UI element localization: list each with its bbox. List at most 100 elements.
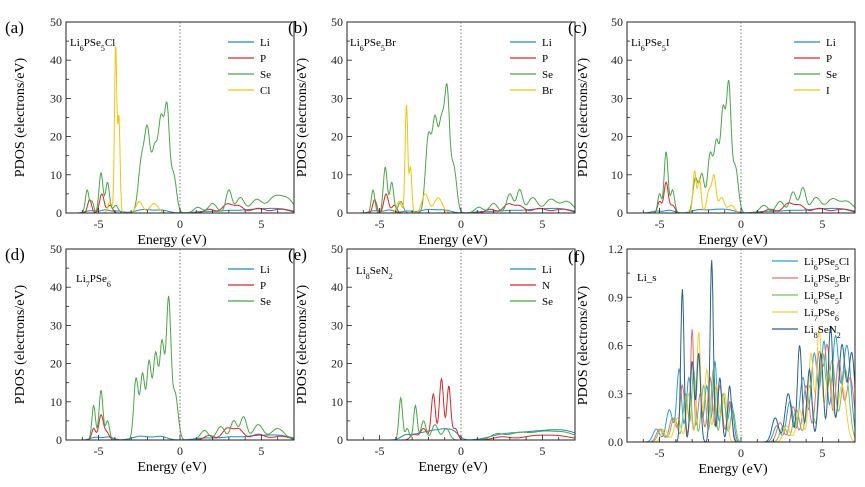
x-axis-title: Energy (eV) (698, 233, 768, 248)
y-tick-label: 10 (50, 395, 62, 409)
formula-base: Li (804, 256, 814, 268)
formula-base: Li (350, 37, 360, 49)
y-tick-label: 20 (50, 357, 62, 371)
formula-subscript: 6 (360, 44, 364, 53)
y-tick-label: 0 (337, 433, 343, 447)
panel-f: (f) -5 0 5 0.0 0.3 0.6 0.9 1.2 Energy (eV) PDOS (e… (568, 242, 856, 477)
x-tick-label: -5 (375, 217, 385, 231)
x-tick-label: -5 (94, 217, 104, 231)
y-tick-label: 20 (331, 130, 343, 144)
formula-subscript: 6 (835, 314, 839, 323)
x-tick-label: 5 (819, 217, 825, 231)
legend-label: Li (542, 264, 552, 276)
y-tick-label: 0.0 (608, 435, 623, 449)
x-tick-label: 5 (819, 446, 825, 460)
x-tick-label: -5 (655, 446, 665, 460)
formula-base: Li (804, 273, 814, 285)
formula-subscript: 6 (80, 44, 84, 53)
formula-mid: PSe (818, 273, 835, 285)
x-tick-label: 5 (539, 217, 545, 231)
x-tick-label: 0 (738, 217, 744, 231)
y-axis-title: PDOS (electrons/eV) (576, 57, 591, 177)
compound-label: Li6PSe5I (631, 37, 670, 53)
legend-label: Li6PSe5I (804, 290, 843, 306)
formula-tail: I (839, 290, 843, 302)
y-tick-label: 50 (50, 15, 62, 29)
legend-label: Se (542, 69, 553, 81)
formula-base: Li (804, 324, 814, 336)
y-tick-label: 50 (331, 242, 343, 256)
legend-label: Se (826, 69, 837, 81)
formula-mid: PSe (364, 37, 381, 49)
formula-mid: SeN (818, 324, 837, 336)
formula-subscript: 6 (814, 280, 818, 289)
y-tick-label: 0 (56, 433, 62, 447)
y-axis-title: PDOS (electrons/eV) (13, 57, 28, 177)
compound-label: Li6PSe5Br (350, 37, 396, 53)
y-tick-label: 40 (331, 53, 343, 67)
formula-base: Li (70, 37, 80, 49)
y-tick-label: 30 (331, 91, 343, 105)
formula-tail: Br (839, 273, 850, 285)
formula-mid: PSe (84, 37, 101, 49)
x-tick-label: -5 (375, 444, 385, 458)
legend: Li P Se (228, 264, 271, 308)
y-axis-title: PDOS (electrons/eV) (295, 57, 310, 177)
formula-subscript: 6 (107, 280, 111, 289)
formula-base: Li (631, 37, 641, 49)
legend-label: Li (260, 264, 270, 276)
y-tick-label: 30 (331, 318, 343, 332)
panel-label: (f) (568, 247, 585, 266)
compound-label: Li8SeN2 (356, 265, 393, 281)
legend-label: I (826, 85, 830, 97)
legend-label: Cl (260, 85, 270, 97)
y-tick-label: 0.3 (608, 387, 623, 401)
y-tick-label: 0.6 (608, 339, 623, 353)
formula-tail: I (666, 37, 670, 49)
panel-label: (d) (5, 245, 25, 264)
formula-tail: Cl (105, 37, 115, 49)
formula-base: Li (804, 307, 814, 319)
x-tick-label: 0 (458, 217, 464, 231)
y-tick-label: 20 (50, 130, 62, 144)
legend-label: P (542, 53, 548, 65)
x-tick-label: 0 (177, 444, 183, 458)
y-tick-label: 30 (50, 318, 62, 332)
y-tick-label: 0.9 (608, 290, 623, 304)
x-axis-title: Energy (eV) (137, 233, 207, 248)
formula-base: Li (76, 273, 86, 285)
y-tick-label: 0 (56, 206, 62, 220)
legend-label: N (542, 280, 550, 292)
y-tick-label: 30 (611, 91, 623, 105)
y-tick-label: 1.2 (608, 242, 623, 256)
legend-label: P (826, 53, 832, 65)
legend-label: Li8SeN2 (804, 324, 841, 340)
panel-title: Li_s (637, 272, 657, 284)
formula-subscript: 6 (814, 263, 818, 272)
legend-label: Se (260, 69, 271, 81)
formula-subscript: 7 (814, 314, 818, 323)
x-tick-label: -5 (655, 217, 665, 231)
compound-label: Li6PSe5Cl (70, 37, 115, 53)
legend-label: Se (260, 296, 271, 308)
formula-mid: PSe (645, 37, 662, 49)
y-tick-label: 50 (50, 242, 62, 256)
y-tick-label: 20 (331, 357, 343, 371)
formula-subscript: 5 (381, 44, 385, 53)
legend-label: Li7PSe6 (804, 307, 839, 323)
y-tick-label: 20 (611, 130, 623, 144)
formula-subscript: 6 (814, 297, 818, 306)
formula-subscript: 2 (837, 331, 841, 340)
y-tick-label: 10 (331, 395, 343, 409)
legend-label: Br (542, 85, 553, 97)
legend: Li P Se Br (510, 37, 553, 97)
y-tick-label: 0 (337, 206, 343, 220)
y-tick-label: 0 (617, 206, 623, 220)
y-tick-label: 10 (331, 168, 343, 182)
x-tick-label: 5 (258, 444, 264, 458)
